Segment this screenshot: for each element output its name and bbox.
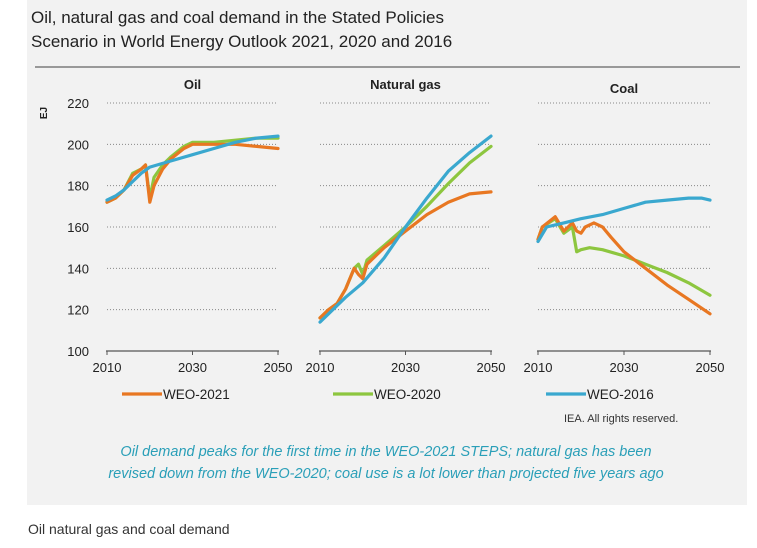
y-axis-label: EJ xyxy=(39,107,50,119)
y-tick-label-160: 160 xyxy=(67,220,89,235)
series-line-natural-gas-weo-2016 xyxy=(318,134,493,324)
image-caption: Oil natural gas and coal demand xyxy=(28,521,230,537)
panel-title-coal: Coal xyxy=(610,81,638,96)
y-tick-label-140: 140 xyxy=(67,261,89,276)
chart-title-line-2: Scenario in World Energy Outlook 2021, 2… xyxy=(31,32,453,51)
legend-label-weo-2020: WEO-2020 xyxy=(374,387,441,402)
credit-text: IEA. All rights reserved. xyxy=(564,413,679,425)
x-tick-label-oil-2050: 2050 xyxy=(264,360,293,375)
series-line-oil-weo-2020 xyxy=(105,136,280,204)
chart-caption-line-2: revised down from the WEO-2020; coal use… xyxy=(108,466,664,482)
panel-title-oil: Oil xyxy=(184,77,201,92)
chart-title-line-1: Oil, natural gas and coal demand in the … xyxy=(31,8,444,27)
y-tick-label-220: 220 xyxy=(67,96,89,111)
y-tick-label-180: 180 xyxy=(67,179,89,194)
y-tick-label-120: 120 xyxy=(67,303,89,318)
y-tick-label-100: 100 xyxy=(67,344,89,359)
chart-caption-line-1: Oil demand peaks for the first time in t… xyxy=(120,444,652,460)
series-line-natural-gas-weo-2021 xyxy=(318,190,493,320)
series-line-coal-weo-2016 xyxy=(536,196,712,244)
x-tick-label-coal-2030: 2030 xyxy=(610,360,639,375)
x-tick-label-natural-gas-2050: 2050 xyxy=(477,360,506,375)
x-tick-label-oil-2010: 2010 xyxy=(93,360,122,375)
x-tick-label-coal-2050: 2050 xyxy=(696,360,725,375)
title-divider xyxy=(35,66,740,68)
chart-caption: Oil demand peaks for the first time in t… xyxy=(36,441,736,485)
x-tick-label-natural-gas-2010: 2010 xyxy=(306,360,335,375)
x-tick-label-natural-gas-2030: 2030 xyxy=(391,360,420,375)
legend-label-weo-2016: WEO-2016 xyxy=(587,387,654,402)
legend-label-weo-2021: WEO-2021 xyxy=(163,387,230,402)
x-tick-label-oil-2030: 2030 xyxy=(178,360,207,375)
series-line-coal-weo-2021 xyxy=(536,215,712,316)
chart-title: Oil, natural gas and coal demand in the … xyxy=(31,6,591,54)
x-tick-label-coal-2010: 2010 xyxy=(524,360,553,375)
panel-title-natural-gas: Natural gas xyxy=(370,77,441,92)
series-line-oil-weo-2016 xyxy=(105,134,280,202)
y-tick-label-200: 200 xyxy=(67,137,89,152)
